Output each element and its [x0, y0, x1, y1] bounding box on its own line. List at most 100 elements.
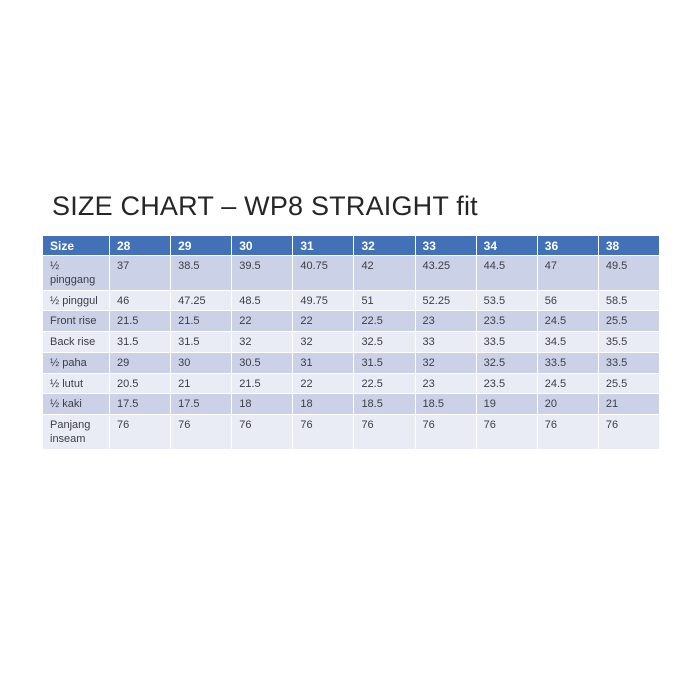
header-row: Size 28 29 30 31 32 33 34 36 38	[42, 235, 661, 256]
size-column-header: 34	[475, 235, 538, 256]
table-cell: 44.5	[475, 255, 538, 291]
table-row: Panjang inseam 76 76 76 76 76 76 76 76 76	[42, 414, 661, 450]
row-label: ½ kaki	[42, 393, 110, 415]
table-cell: 33.5	[475, 331, 538, 353]
size-column-header: 32	[353, 235, 416, 256]
table-cell: 30	[170, 351, 233, 374]
table-cell: 22	[292, 310, 355, 332]
table-header: Size 28 29 30 31 32 33 34 36 38	[42, 235, 661, 256]
table-row: ½ pinggul 46 47.25 48.5 49.75 51 52.25 53.5 56 58…	[42, 289, 661, 312]
table-cell: 43.25	[414, 255, 477, 291]
table-cell: 18	[292, 393, 355, 415]
table-cell: 53.5	[475, 289, 538, 312]
table-cell: 21.5	[108, 310, 172, 332]
table-cell: 23.5	[475, 310, 538, 332]
size-label-column-header: Size	[42, 235, 110, 256]
table-cell: 33	[414, 331, 477, 353]
table-cell: 76	[536, 414, 599, 450]
size-column-header: 36	[536, 235, 599, 256]
table-cell: 56	[536, 289, 599, 312]
size-column-header: 33	[414, 235, 477, 256]
row-label: ½ pinggul	[42, 289, 110, 312]
row-label: ½ lutut	[42, 372, 110, 395]
table-cell: 34.5	[536, 331, 599, 353]
table-cell: 49.5	[597, 255, 661, 291]
table-cell: 29	[108, 351, 172, 374]
table-cell: 33.5	[536, 351, 599, 374]
table-cell: 25.5	[597, 372, 661, 395]
table-cell: 38.5	[170, 255, 233, 291]
table-cell: 20.5	[108, 372, 172, 395]
table-cell: 33.5	[597, 351, 661, 374]
table-cell: 30.5	[231, 351, 294, 374]
table-cell: 58.5	[597, 289, 661, 312]
table-cell: 22.5	[353, 372, 416, 395]
table-cell: 46	[108, 289, 172, 312]
row-label: Back rise	[42, 331, 110, 353]
table-cell: 18.5	[414, 393, 477, 415]
table-cell: 23.5	[475, 372, 538, 395]
table-cell: 51	[353, 289, 416, 312]
table-cell: 21.5	[231, 372, 294, 395]
table-cell: 25.5	[597, 310, 661, 332]
size-chart-table: Size 28 29 30 31 32 33 34 36 38 ½ pinggang 37 38.5 3…	[42, 235, 661, 450]
table-row: ½ paha 29 30 30.5 31 31.5 32 32.5 33.5 33.5	[42, 351, 661, 374]
table-cell: 18.5	[353, 393, 416, 415]
table-cell: 49.75	[292, 289, 355, 312]
table-cell: 76	[475, 414, 538, 450]
table-cell: 23	[414, 310, 477, 332]
table-cell: 19	[475, 393, 538, 415]
table-cell: 32	[292, 331, 355, 353]
table-cell: 48.5	[231, 289, 294, 312]
table-cell: 20	[536, 393, 599, 415]
table-row: ½ lutut 20.5 21 21.5 22 22.5 23 23.5 24.5 25.5	[42, 372, 661, 395]
size-column-header: 30	[231, 235, 294, 256]
table-cell: 24.5	[536, 310, 599, 332]
table-cell: 17.5	[108, 393, 172, 415]
row-label: ½ paha	[42, 351, 110, 374]
table-cell: 42	[353, 255, 416, 291]
table-cell: 76	[231, 414, 294, 450]
table-cell: 31.5	[108, 331, 172, 353]
table-cell: 76	[414, 414, 477, 450]
table-cell: 39.5	[231, 255, 294, 291]
table-cell: 47.25	[170, 289, 233, 312]
table-cell: 31	[292, 351, 355, 374]
table-cell: 21.5	[170, 310, 233, 332]
size-column-header: 31	[292, 235, 355, 256]
table-cell: 76	[170, 414, 233, 450]
row-label: ½ pinggang	[42, 255, 110, 291]
table-row: ½ kaki 17.5 17.5 18 18 18.5 18.5 19 20 21	[42, 393, 661, 415]
page-title: SIZE CHART – WP8 STRAIGHT fit	[52, 191, 478, 221]
table-cell: 76	[353, 414, 416, 450]
table-cell: 52.25	[414, 289, 477, 312]
table-cell: 76	[292, 414, 355, 450]
table-cell: 47	[536, 255, 599, 291]
table-cell: 32	[414, 351, 477, 374]
table-cell: 22.5	[353, 310, 416, 332]
row-label: Front rise	[42, 310, 110, 332]
size-column-header: 28	[108, 235, 172, 256]
table-cell: 22	[292, 372, 355, 395]
table-cell: 22	[231, 310, 294, 332]
table-cell: 40.75	[292, 255, 355, 291]
table-row: Front rise 21.5 21.5 22 22 22.5 23 23.5 24.5 25.5	[42, 310, 661, 332]
size-column-header: 29	[170, 235, 233, 256]
table-row: ½ pinggang 37 38.5 39.5 40.75 42 43.25 44.5 47 49…	[42, 255, 661, 291]
table-cell: 76	[108, 414, 172, 450]
table-cell: 23	[414, 372, 477, 395]
table-cell: 31.5	[353, 351, 416, 374]
table-cell: 24.5	[536, 372, 599, 395]
table-cell: 32	[231, 331, 294, 353]
table-cell: 21	[597, 393, 661, 415]
table-cell: 32.5	[353, 331, 416, 353]
table-cell: 76	[597, 414, 661, 450]
table-cell: 32.5	[475, 351, 538, 374]
table-cell: 37	[108, 255, 172, 291]
table-row: Back rise 31.5 31.5 32 32 32.5 33 33.5 34.5 35.5	[42, 331, 661, 353]
table-body: ½ pinggang 37 38.5 39.5 40.75 42 43.25 44.5 47 49…	[42, 255, 661, 450]
table-cell: 21	[170, 372, 233, 395]
size-column-header: 38	[597, 235, 661, 256]
table-cell: 18	[231, 393, 294, 415]
